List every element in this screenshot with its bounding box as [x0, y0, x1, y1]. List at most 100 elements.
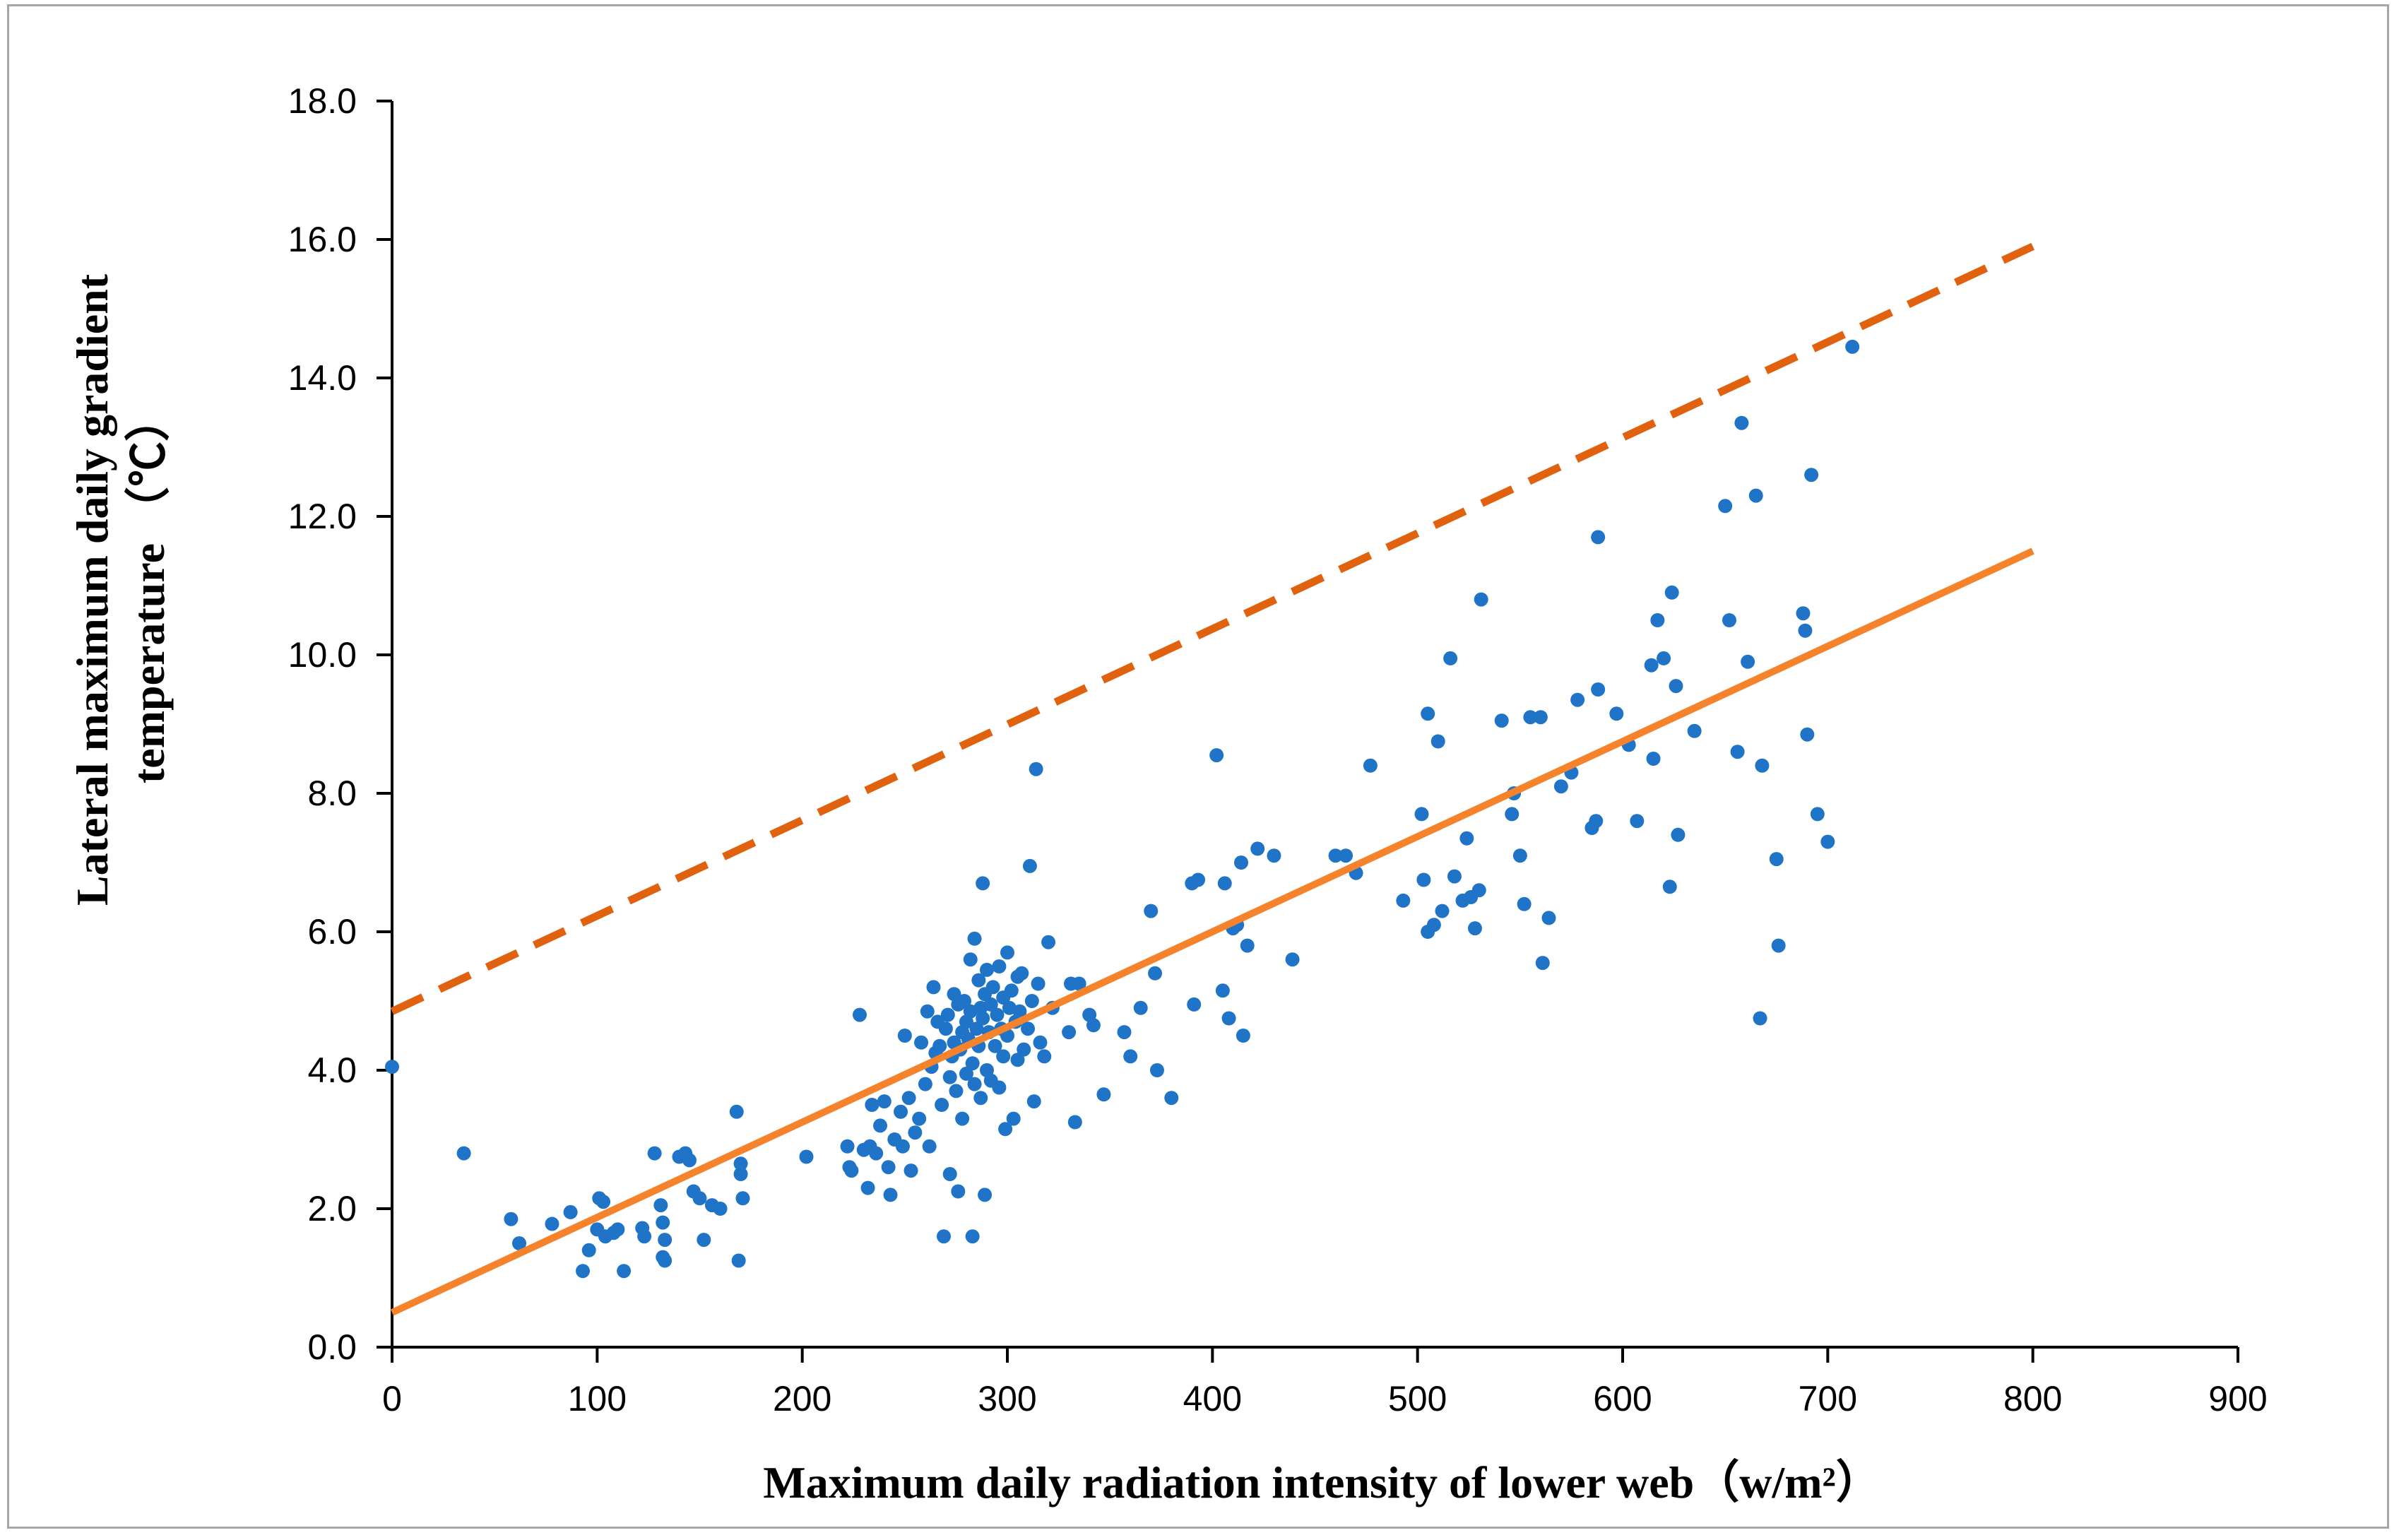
y-tick-label: 2.0 — [307, 1189, 357, 1228]
data-point — [926, 980, 941, 995]
upper-bound-line — [390, 242, 2034, 1015]
data-point — [988, 1038, 1002, 1053]
data-point — [897, 1029, 912, 1043]
data-point — [992, 959, 1007, 973]
chart-frame — [7, 4, 2389, 1529]
data-point — [904, 1163, 918, 1178]
data-point — [1033, 1035, 1048, 1050]
data-point — [1421, 706, 1435, 721]
trend-lines — [390, 242, 2034, 1316]
data-point — [965, 1229, 980, 1244]
data-point — [617, 1264, 632, 1279]
data-point — [985, 980, 1000, 995]
data-point — [385, 1060, 399, 1074]
data-point — [1459, 831, 1474, 846]
data-point — [1671, 827, 1686, 842]
data-point — [1012, 1004, 1027, 1019]
data-point — [844, 1163, 859, 1178]
data-point — [713, 1202, 728, 1216]
x-tick-label: 400 — [1183, 1379, 1242, 1418]
data-point — [877, 1094, 892, 1109]
data-point — [563, 1204, 578, 1219]
data-point — [656, 1215, 670, 1230]
data-point — [967, 931, 982, 946]
x-tick-label: 200 — [773, 1379, 831, 1418]
data-point — [1810, 807, 1825, 822]
data-point — [971, 973, 986, 988]
data-point — [1662, 879, 1677, 894]
data-point — [1250, 841, 1265, 856]
data-point — [733, 1167, 748, 1181]
y-axis-title-line-2: temperature （℃） — [124, 396, 174, 783]
data-point — [992, 1080, 1007, 1095]
data-point — [799, 1149, 814, 1164]
data-point — [1505, 807, 1520, 822]
data-point — [647, 1146, 662, 1161]
data-point — [959, 1066, 973, 1081]
data-point — [1533, 710, 1548, 725]
data-point — [1149, 1063, 1164, 1077]
data-point — [1541, 911, 1556, 925]
data-point — [610, 1222, 625, 1237]
data-point — [1164, 1091, 1179, 1106]
data-point — [1133, 1000, 1148, 1015]
data-point — [1591, 682, 1606, 697]
data-point — [949, 1084, 964, 1098]
data-point — [976, 1011, 990, 1026]
data-point — [1240, 938, 1255, 953]
data-point — [1741, 654, 1755, 669]
plot-area: 0.0 2.0 4.0 6.0 8.0 10.0 12.0 14.0 16.0 18.0 0 100… — [288, 81, 2268, 1418]
y-tick-label: 6.0 — [307, 912, 357, 952]
data-point — [908, 1125, 923, 1140]
data-point — [1096, 1087, 1111, 1102]
data-point — [914, 1035, 929, 1050]
data-point — [1650, 613, 1665, 627]
data-point — [1523, 710, 1538, 725]
data-point — [1734, 415, 1749, 430]
data-point — [1029, 762, 1043, 776]
data-point — [1004, 983, 1019, 998]
data-point — [942, 1167, 957, 1181]
data-point — [883, 1187, 898, 1202]
y-axis-ticks: 0.0 2.0 4.0 6.0 8.0 10.0 12.0 14.0 16.0 18.0 — [288, 81, 392, 1367]
data-point — [955, 1111, 970, 1126]
data-point — [869, 1146, 884, 1161]
data-point — [1062, 1025, 1077, 1040]
data-point — [1117, 1025, 1132, 1040]
x-axis-title: Maximum daily radiation intensity of low… — [763, 1457, 1880, 1508]
data-point — [965, 1056, 980, 1071]
data-point — [1414, 807, 1429, 822]
data-point — [1570, 692, 1585, 707]
data-point — [938, 1021, 953, 1036]
data-point — [894, 1104, 908, 1119]
data-point — [1796, 606, 1811, 621]
x-tick-label: 800 — [2003, 1379, 2062, 1418]
data-point — [865, 1098, 879, 1112]
data-point — [1845, 339, 1860, 354]
data-point — [1191, 872, 1206, 887]
data-point — [1769, 852, 1784, 867]
data-point — [922, 1139, 937, 1154]
data-point — [1022, 858, 1037, 873]
data-point — [1017, 1042, 1031, 1057]
data-point — [1798, 623, 1813, 638]
data-point — [1753, 1011, 1767, 1026]
data-point — [1512, 848, 1527, 863]
data-point — [979, 962, 994, 977]
y-tick-label: 14.0 — [288, 358, 357, 398]
data-point — [1669, 679, 1683, 694]
data-point — [1041, 935, 1056, 949]
x-tick-label: 0 — [382, 1379, 402, 1418]
data-point — [545, 1216, 559, 1231]
data-point — [840, 1139, 855, 1154]
data-point — [504, 1212, 519, 1226]
data-point — [1221, 1011, 1236, 1026]
data-point — [1072, 976, 1086, 991]
data-point — [697, 1233, 711, 1248]
data-point — [872, 1118, 887, 1133]
data-point — [1722, 613, 1736, 627]
data-point — [658, 1253, 673, 1268]
data-point — [1233, 855, 1248, 870]
data-point — [1000, 945, 1014, 960]
